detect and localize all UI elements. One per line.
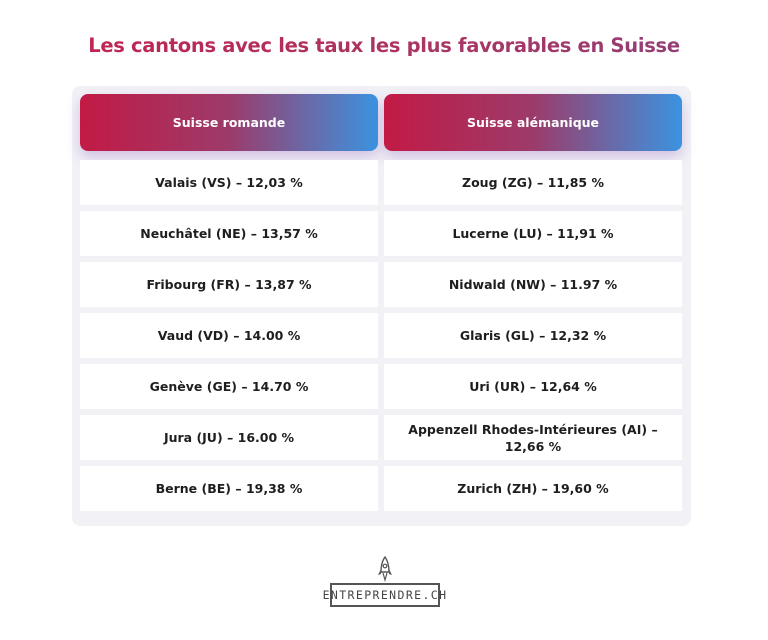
table-cell: Genève (GE) – 14.70 % bbox=[80, 364, 378, 409]
table-cell: Zurich (ZH) – 19,60 % bbox=[384, 466, 682, 511]
table-cell: Jura (JU) – 16.00 % bbox=[80, 415, 378, 460]
table-cell: Lucerne (LU) – 11,91 % bbox=[384, 211, 682, 256]
column-header-suisse-romande: Suisse romande bbox=[80, 94, 378, 151]
table-cell: Valais (VS) – 12,03 % bbox=[80, 160, 378, 205]
table-cell: Fribourg (FR) – 13,87 % bbox=[80, 262, 378, 307]
logo-wordmark: ENTREPRENDRE.CH bbox=[323, 583, 446, 607]
brand-logo: ENTREPRENDRE.CH bbox=[323, 556, 446, 612]
table-cell: Glaris (GL) – 12,32 % bbox=[384, 313, 682, 358]
table-cell: Berne (BE) – 19,38 % bbox=[80, 466, 378, 511]
column-header-suisse-alemanique: Suisse alémanique bbox=[384, 94, 682, 151]
table-cell: Neuchâtel (NE) – 13,57 % bbox=[80, 211, 378, 256]
rocket-icon bbox=[378, 556, 392, 583]
table-cell: Uri (UR) – 12,64 % bbox=[384, 364, 682, 409]
table-cell: Appenzell Rhodes-Intérieures (AI) – 12,6… bbox=[384, 415, 682, 460]
table-cell: Vaud (VD) – 14.00 % bbox=[80, 313, 378, 358]
table-cell: Nidwald (NW) – 11.97 % bbox=[384, 262, 682, 307]
table-cell: Zoug (ZG) – 11,85 % bbox=[384, 160, 682, 205]
page-title: Les cantons avec les taux les plus favor… bbox=[0, 34, 768, 57]
